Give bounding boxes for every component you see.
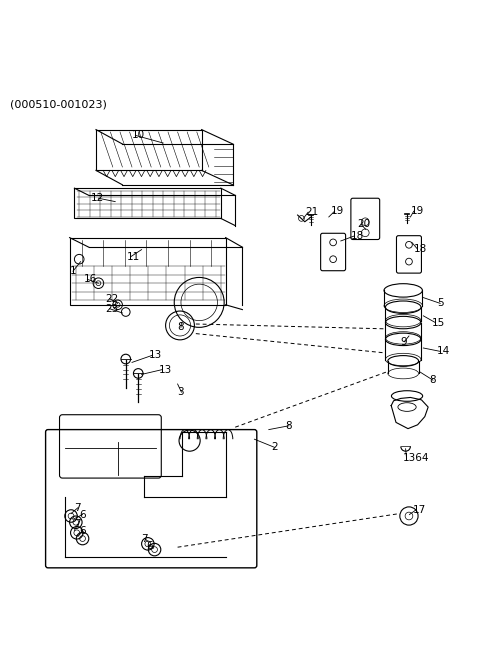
Text: 8: 8 [286, 421, 292, 431]
Bar [70, 238, 226, 305]
Text: 13: 13 [158, 365, 172, 374]
Text: 3: 3 [178, 387, 184, 397]
Text: 7: 7 [74, 503, 81, 513]
Text: 14: 14 [437, 346, 450, 356]
Text: 15: 15 [432, 318, 445, 327]
Circle shape [133, 369, 143, 378]
Text: 9: 9 [401, 337, 408, 347]
Text: 11: 11 [127, 252, 141, 262]
Circle shape [121, 354, 131, 364]
Text: 13: 13 [149, 350, 162, 360]
Text: 2: 2 [271, 442, 278, 452]
Text: 7: 7 [142, 534, 148, 544]
Text: 12: 12 [91, 194, 105, 203]
Text: 1: 1 [70, 266, 76, 276]
Text: 17: 17 [413, 505, 426, 515]
Text: 23: 23 [106, 304, 119, 314]
Text: 20: 20 [358, 219, 371, 229]
Text: 19: 19 [331, 206, 345, 216]
Text: 6: 6 [79, 509, 86, 519]
Text: 22: 22 [106, 294, 119, 304]
Text: 18: 18 [414, 244, 427, 253]
Text: 8: 8 [430, 375, 436, 385]
Text: 1364: 1364 [403, 454, 430, 464]
Text: 19: 19 [410, 206, 424, 216]
Text: (000510-001023): (000510-001023) [10, 99, 107, 110]
Text: 8: 8 [178, 323, 184, 333]
Bar [74, 188, 221, 218]
Text: 10: 10 [132, 130, 145, 140]
Text: 7: 7 [74, 519, 81, 529]
Text: 6: 6 [79, 526, 86, 536]
Text: 5: 5 [437, 298, 444, 308]
Text: 6: 6 [146, 541, 153, 551]
Text: 16: 16 [84, 274, 97, 284]
Text: 18: 18 [350, 231, 364, 241]
Text: 21: 21 [305, 207, 318, 217]
